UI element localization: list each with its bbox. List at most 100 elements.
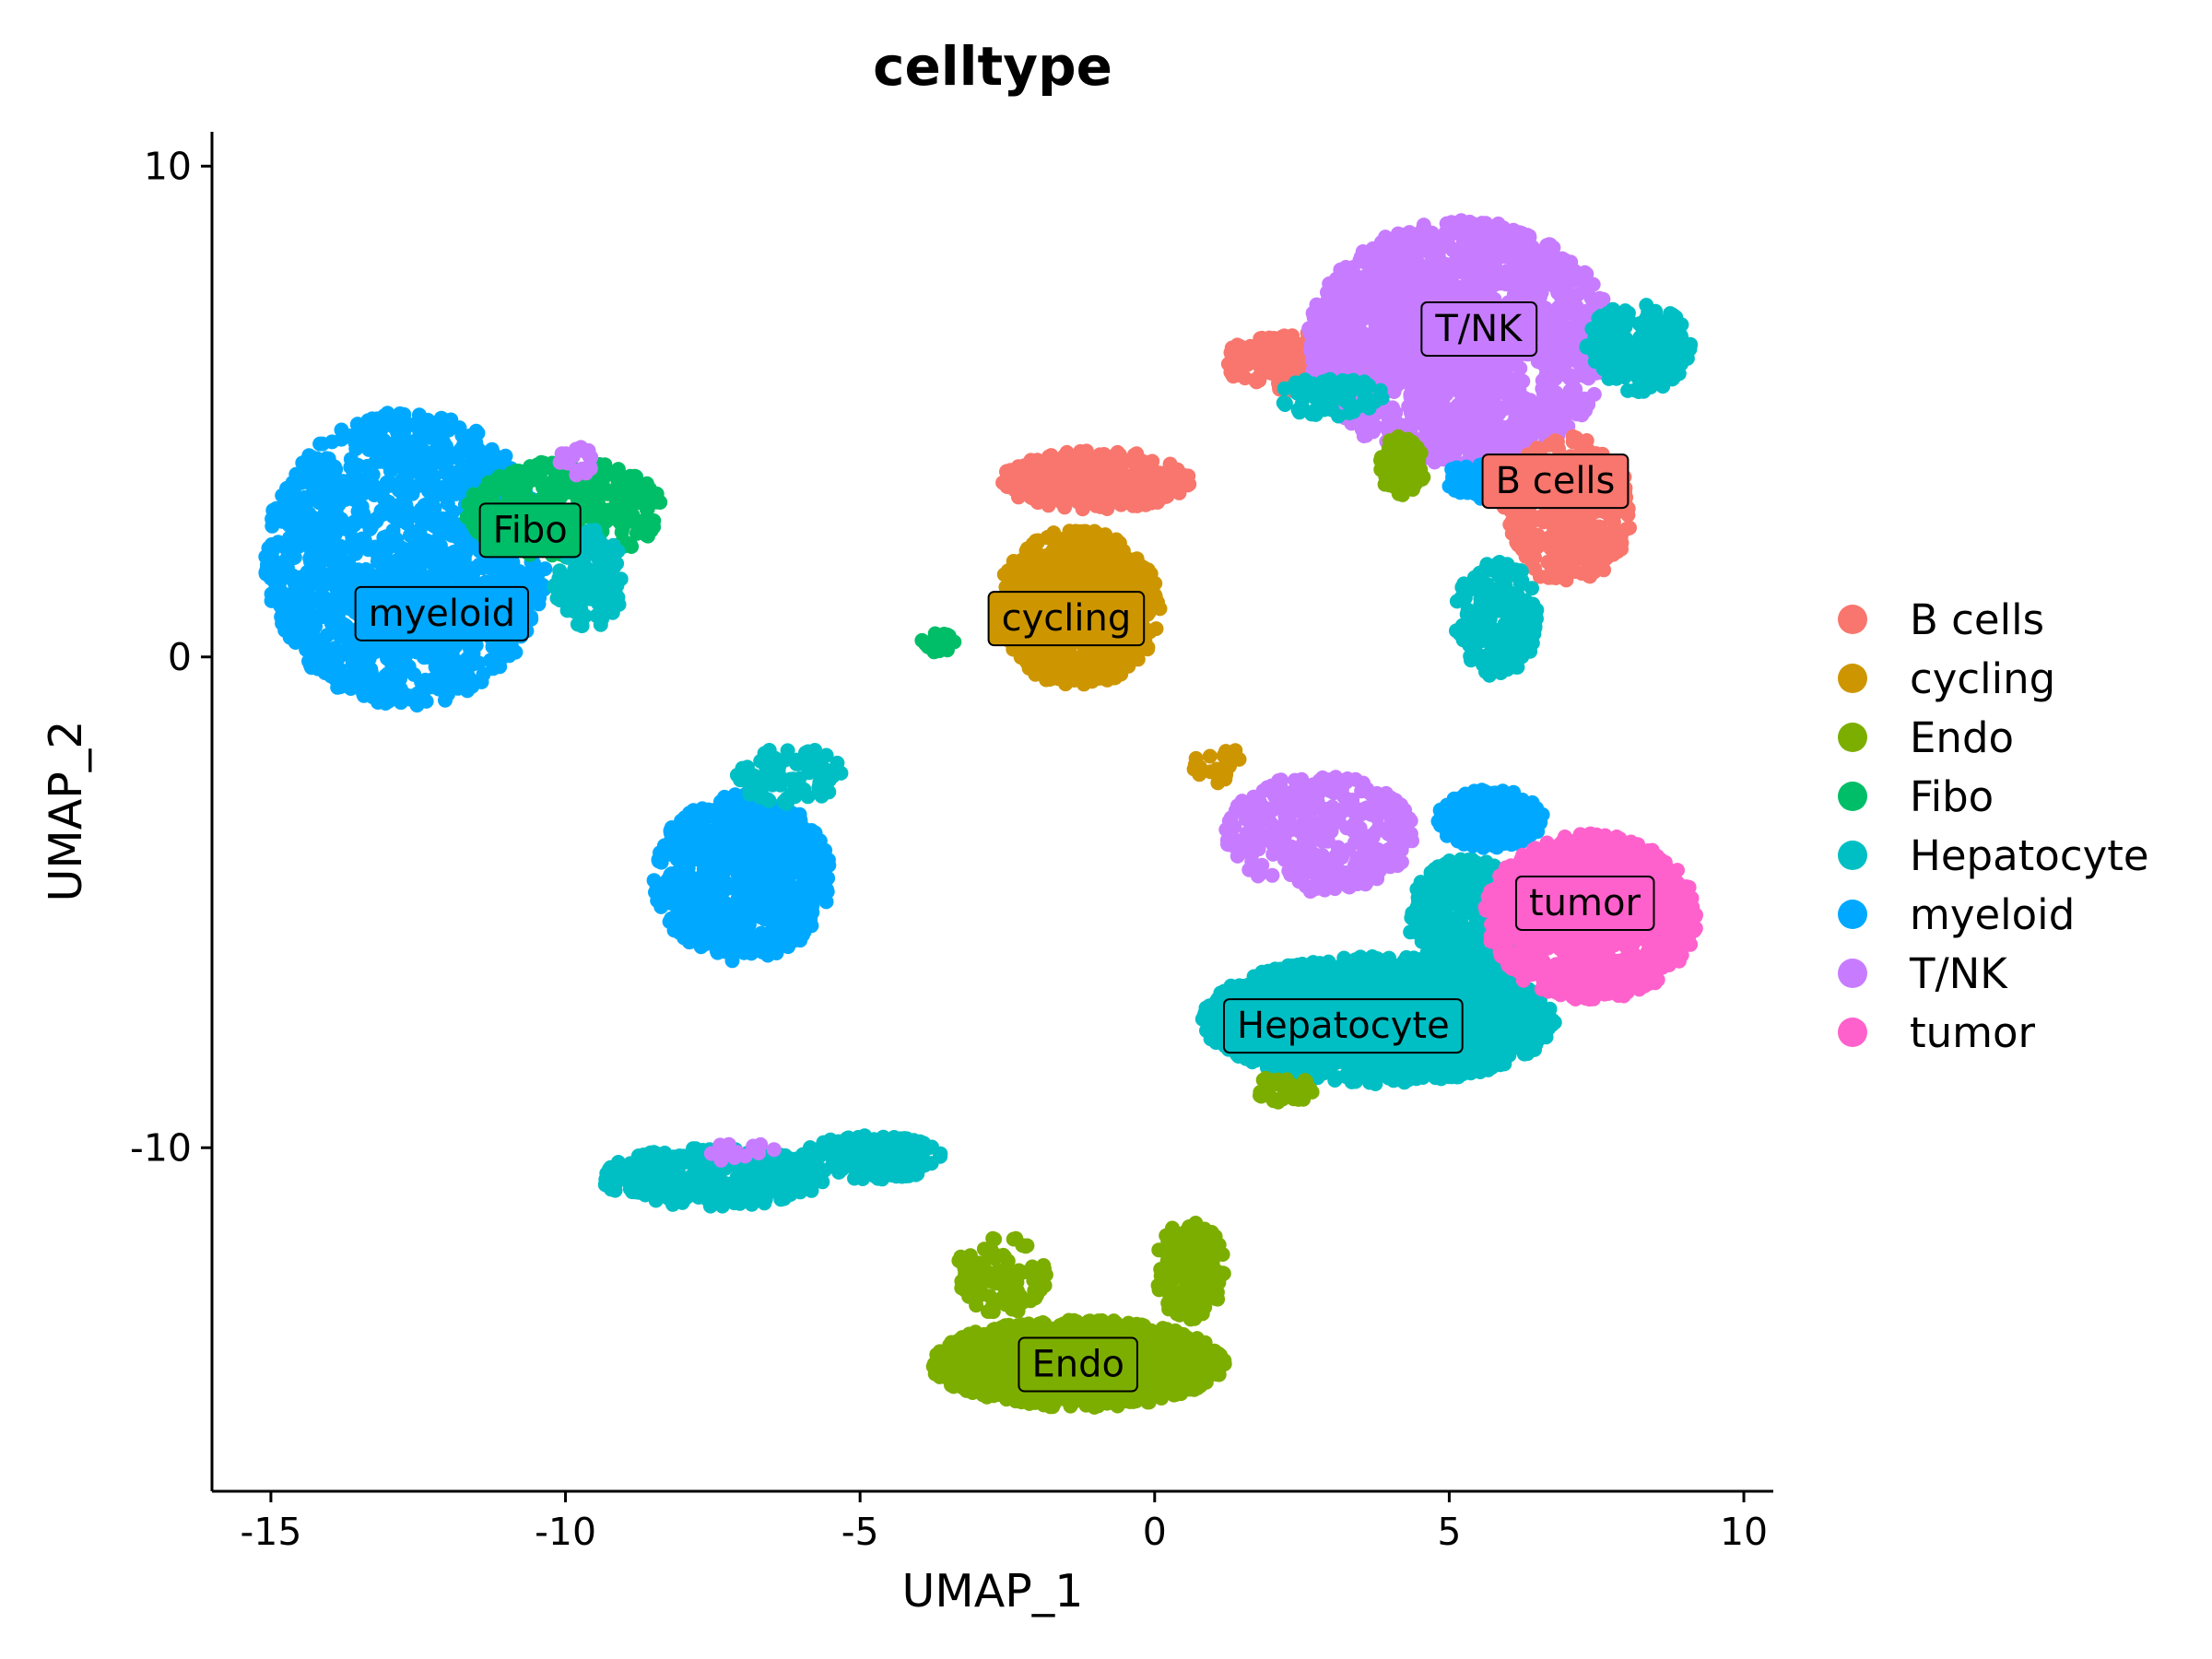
data-point xyxy=(818,842,833,858)
data-point xyxy=(1112,473,1127,488)
data-point xyxy=(335,521,351,536)
data-point xyxy=(401,659,417,675)
data-point xyxy=(775,914,791,930)
data-point xyxy=(605,594,620,610)
data-point xyxy=(1006,482,1022,498)
data-point xyxy=(434,421,450,437)
data-point xyxy=(460,497,476,512)
data-point xyxy=(593,609,608,625)
data-point xyxy=(601,566,617,582)
data-point xyxy=(711,940,726,956)
data-point xyxy=(760,775,776,791)
data-point xyxy=(484,441,500,457)
data-point xyxy=(739,1187,755,1203)
data-point xyxy=(376,530,392,546)
data-point xyxy=(1165,460,1180,476)
data-point xyxy=(807,888,823,904)
data-point xyxy=(601,502,617,518)
data-point xyxy=(396,454,412,470)
data-point xyxy=(567,561,582,577)
data-point xyxy=(357,648,372,664)
data-point xyxy=(396,413,412,429)
data-point xyxy=(430,439,446,454)
data-point xyxy=(1097,447,1112,462)
data-point xyxy=(483,653,498,668)
data-point xyxy=(708,906,724,922)
data-point xyxy=(590,550,606,566)
data-point xyxy=(296,613,312,629)
data-point xyxy=(789,756,805,771)
chart-title: celltype xyxy=(873,35,1112,98)
data-point xyxy=(314,596,330,612)
data-point xyxy=(390,678,405,694)
data-point xyxy=(265,552,281,568)
data-point xyxy=(782,1151,798,1167)
data-point xyxy=(807,743,823,758)
data-point xyxy=(429,532,445,547)
data-point xyxy=(794,818,808,832)
data-point xyxy=(308,575,324,590)
data-point xyxy=(415,474,430,489)
data-point xyxy=(417,650,431,665)
data-point xyxy=(647,1187,663,1203)
data-point xyxy=(766,1142,782,1158)
data-point xyxy=(613,484,629,500)
data-point xyxy=(287,549,302,565)
cluster-myeloid xyxy=(258,406,553,713)
data-point xyxy=(795,1147,810,1162)
data-point xyxy=(560,455,576,471)
data-point xyxy=(691,932,707,947)
data-point xyxy=(1093,666,1109,682)
data-point xyxy=(312,649,328,665)
data-point xyxy=(1267,347,1283,363)
data-point xyxy=(1229,345,1244,360)
data-point xyxy=(864,1163,878,1179)
data-point xyxy=(680,1171,695,1187)
data-point xyxy=(662,914,677,929)
data-point xyxy=(390,425,406,441)
data-point xyxy=(780,794,795,809)
data-point xyxy=(509,463,524,478)
data-point xyxy=(453,551,469,567)
data-point xyxy=(606,538,621,554)
data-point xyxy=(460,440,476,454)
data-point xyxy=(612,509,628,524)
data-point xyxy=(1242,338,1258,354)
data-point xyxy=(549,467,565,483)
data-point xyxy=(593,534,608,549)
data-point xyxy=(771,839,787,854)
data-point xyxy=(763,877,779,892)
data-point xyxy=(1133,495,1148,511)
data-point xyxy=(343,681,359,696)
data-point xyxy=(428,659,443,675)
data-point xyxy=(735,940,750,956)
data-point xyxy=(359,574,374,590)
data-point xyxy=(324,512,340,527)
data-point xyxy=(356,506,371,522)
data-point xyxy=(827,1152,842,1167)
data-point xyxy=(651,853,666,869)
data-point xyxy=(455,459,471,475)
data-point xyxy=(439,662,454,677)
cluster-hepatocyte xyxy=(729,743,849,811)
data-point xyxy=(1182,477,1197,492)
data-point xyxy=(358,429,373,444)
data-point xyxy=(334,431,349,447)
data-point xyxy=(598,1171,614,1187)
data-point xyxy=(640,501,655,517)
data-point xyxy=(729,823,745,839)
data-point xyxy=(844,1156,860,1171)
data-point xyxy=(1099,476,1114,491)
data-point xyxy=(1104,644,1120,660)
data-point xyxy=(705,1166,721,1182)
data-point xyxy=(350,417,365,432)
data-point xyxy=(315,635,331,651)
data-point xyxy=(721,1136,736,1152)
data-point xyxy=(433,485,449,500)
data-point xyxy=(737,1171,753,1187)
data-point xyxy=(393,504,408,520)
data-point xyxy=(455,665,471,681)
data-point xyxy=(642,481,657,497)
data-point xyxy=(394,485,410,500)
